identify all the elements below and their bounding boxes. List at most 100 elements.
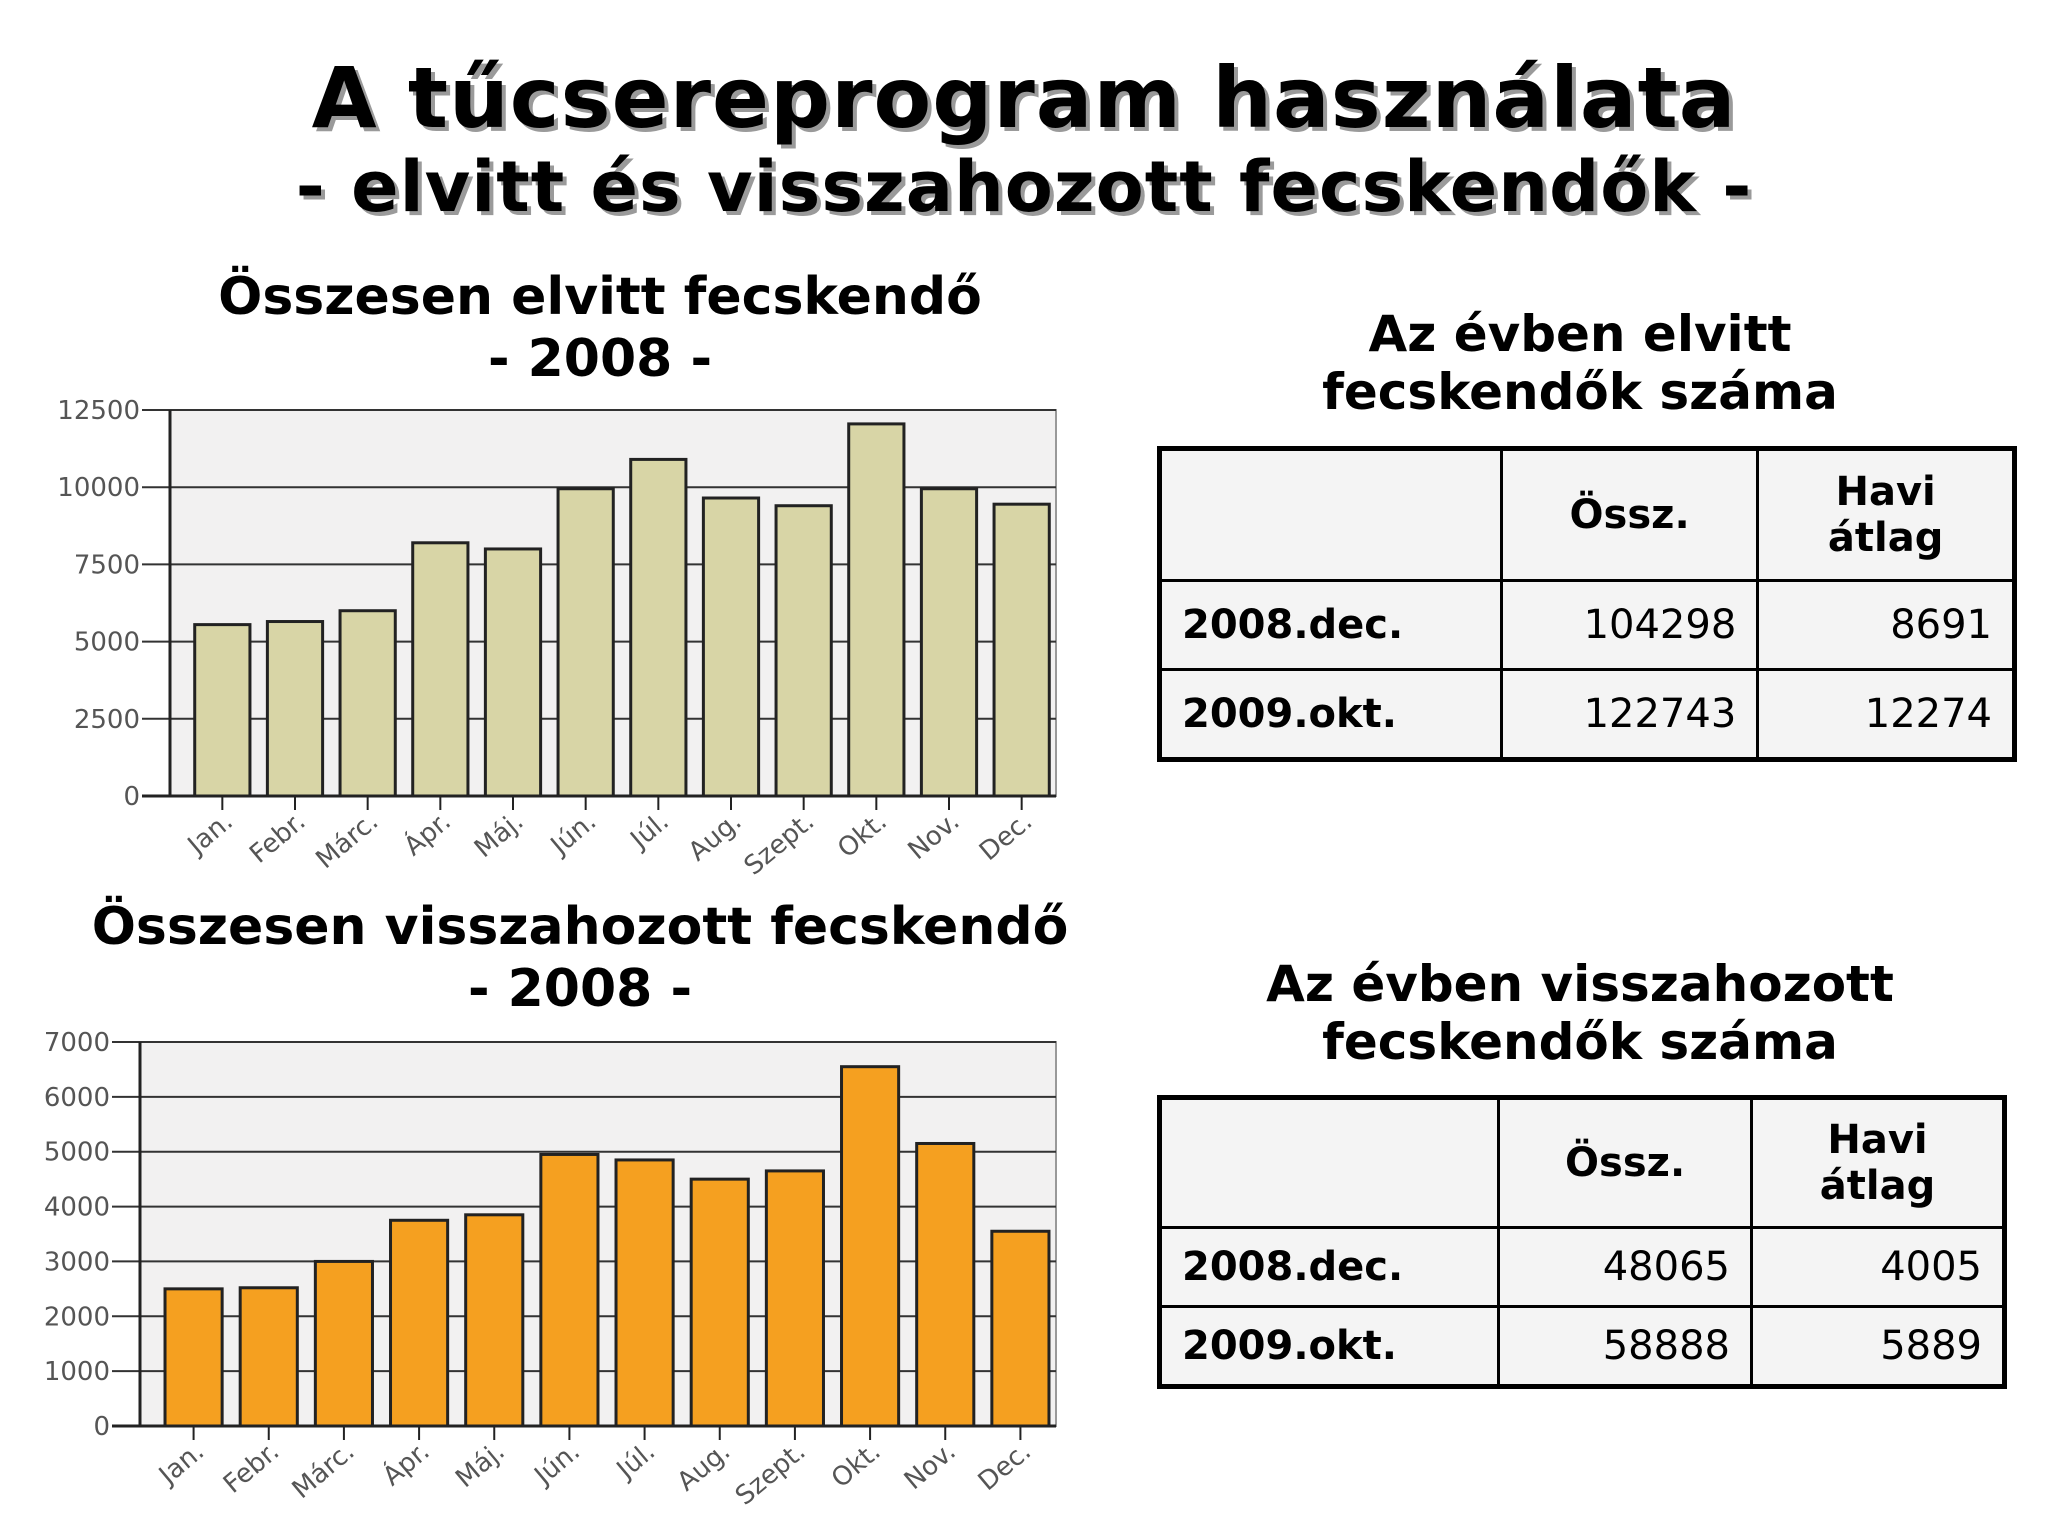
bar	[689, 1177, 750, 1428]
header-avg-line1: Havi	[1835, 469, 1936, 515]
x-tick-label: Jún.	[544, 806, 602, 862]
table-heading-taken-line1: Az évben elvitt	[1368, 305, 1792, 363]
x-tick-label: Jan.	[181, 806, 239, 861]
row-average: 4005	[1749, 1226, 2007, 1308]
x-tick-label: Aug.	[672, 1436, 737, 1497]
table-heading-returned-line1: Az évben visszahozott	[1266, 955, 1894, 1013]
y-tick-label: 2500	[74, 705, 140, 735]
row-average: 5889	[1749, 1305, 2007, 1388]
bar	[338, 609, 397, 798]
bar	[764, 1169, 825, 1428]
y-tick-label: 4000	[44, 1193, 110, 1223]
x-tick-label: Szept.	[730, 1436, 811, 1511]
bar	[313, 1259, 374, 1428]
bar	[238, 1286, 299, 1428]
header-avg-line1: Havi	[1827, 1117, 1928, 1163]
chart-title-taken-line1: Összesen elvitt fecskendő	[218, 267, 982, 327]
chart-title-returned: Összesen visszahozott fecskendő - 2008 -	[40, 896, 1120, 1020]
bar	[539, 1152, 600, 1428]
x-tick-label: Márc.	[310, 806, 384, 875]
table-header-row: Össz. Havi átlag	[1158, 447, 2016, 582]
y-tick-label: 1000	[44, 1357, 110, 1387]
x-tick-label: Máj.	[450, 1436, 511, 1494]
bar	[847, 422, 906, 798]
x-tick-label: Júl.	[624, 806, 675, 856]
bar	[193, 623, 252, 798]
header-total: Össz.	[1497, 1096, 1753, 1229]
chart-title-taken-line2: - 2008 -	[487, 329, 713, 389]
bar	[990, 1229, 1051, 1428]
bar	[464, 1213, 525, 1428]
slide-title: A tűcsereprogram használata	[311, 49, 1737, 147]
y-tick-label: 0	[93, 1412, 110, 1442]
header-empty-cell	[1157, 1096, 1501, 1229]
bar	[701, 496, 761, 798]
x-tick-label: Febr.	[244, 806, 311, 869]
chart-taken-syringes: 0 2500 5000 7500 10000 12500 Jan. Febr.Márc. Ápr…	[57, 396, 1057, 882]
x-tick-label: Ápr.	[376, 1435, 436, 1492]
row-label: 2009.okt.	[1158, 668, 1503, 761]
x-tick-label: Júl.	[610, 1436, 661, 1486]
bar	[629, 457, 688, 798]
y-tick-label: 2000	[44, 1302, 110, 1332]
x-tick-label: Jún.	[528, 1436, 586, 1492]
x-tick-label: Okt.	[826, 1436, 887, 1494]
bar	[840, 1065, 901, 1428]
table-taken-syringes: Össz. Havi átlag 2008.dec. 104298 8691 2…	[1157, 446, 2017, 762]
bar	[265, 620, 325, 798]
y-tick-label: 10000	[57, 473, 140, 503]
header-monthly-average: Havi átlag	[1749, 1096, 2007, 1229]
table-row: 2008.dec. 104298 8691	[1158, 579, 2016, 671]
header-avg-line2: átlag	[1827, 515, 1944, 561]
bar	[389, 1218, 450, 1428]
bar	[483, 547, 543, 798]
bar	[919, 487, 979, 798]
x-tick-label: Febr.	[218, 1436, 285, 1499]
chart-title-returned-line2: - 2008 -	[467, 959, 693, 1019]
y-tick-label: 5000	[74, 628, 140, 658]
table-returned-syringes: Össz. Havi átlag 2008.dec. 48065 4005 20…	[1157, 1095, 2007, 1389]
y-tick-label: 7000	[44, 1028, 110, 1058]
y-tick-label: 0	[123, 782, 140, 812]
y-tick-label: 3000	[44, 1247, 110, 1277]
table-heading-taken: Az évben elvitt fecskendők száma	[1110, 305, 2048, 421]
x-tick-label: Márc.	[287, 1436, 361, 1505]
row-total: 58888	[1497, 1305, 1753, 1388]
row-label: 2008.dec.	[1157, 1226, 1501, 1308]
table-row: 2008.dec. 48065 4005	[1157, 1226, 2007, 1308]
bar	[992, 502, 1051, 798]
row-average: 8691	[1756, 579, 2016, 671]
bar	[915, 1141, 976, 1428]
table-row: 2009.okt. 58888 5889	[1157, 1305, 2007, 1388]
x-tick-label: Szept.	[739, 806, 820, 881]
x-tick-label: Dec.	[973, 1436, 1037, 1497]
chart-title-taken: Összesen elvitt fecskendő - 2008 -	[60, 266, 1140, 390]
x-tick-label: Nov.	[903, 806, 966, 866]
table-row: 2009.okt. 122743 12274	[1158, 668, 2016, 761]
row-label: 2009.okt.	[1157, 1305, 1501, 1388]
row-total: 48065	[1497, 1226, 1753, 1308]
bar	[163, 1287, 224, 1428]
table-heading-taken-line2: fecskendők száma	[1322, 363, 1838, 421]
row-label: 2008.dec.	[1158, 579, 1503, 671]
bar	[411, 541, 470, 798]
row-total: 104298	[1499, 579, 1760, 671]
y-tick-label: 5000	[44, 1138, 110, 1168]
x-tick-label: Jan.	[152, 1436, 210, 1491]
table-heading-returned-line2: fecskendők száma	[1322, 1013, 1838, 1071]
header-avg-line2: átlag	[1819, 1163, 1936, 1209]
bar	[774, 504, 833, 798]
header-monthly-average: Havi átlag	[1756, 447, 2016, 582]
table-header-row: Össz. Havi átlag	[1157, 1096, 2007, 1229]
x-tick-label: Máj.	[469, 806, 530, 864]
chart-title-returned-line1: Összesen visszahozott fecskendő	[91, 897, 1069, 957]
y-tick-label: 12500	[57, 396, 140, 426]
x-tick-label: Okt.	[832, 806, 893, 864]
bar	[556, 487, 615, 798]
x-tick-label: Nov.	[899, 1436, 962, 1496]
x-tick-label: Ápr.	[397, 805, 457, 862]
row-total: 122743	[1499, 668, 1760, 761]
y-tick-label: 6000	[44, 1083, 110, 1113]
bar	[614, 1158, 675, 1428]
